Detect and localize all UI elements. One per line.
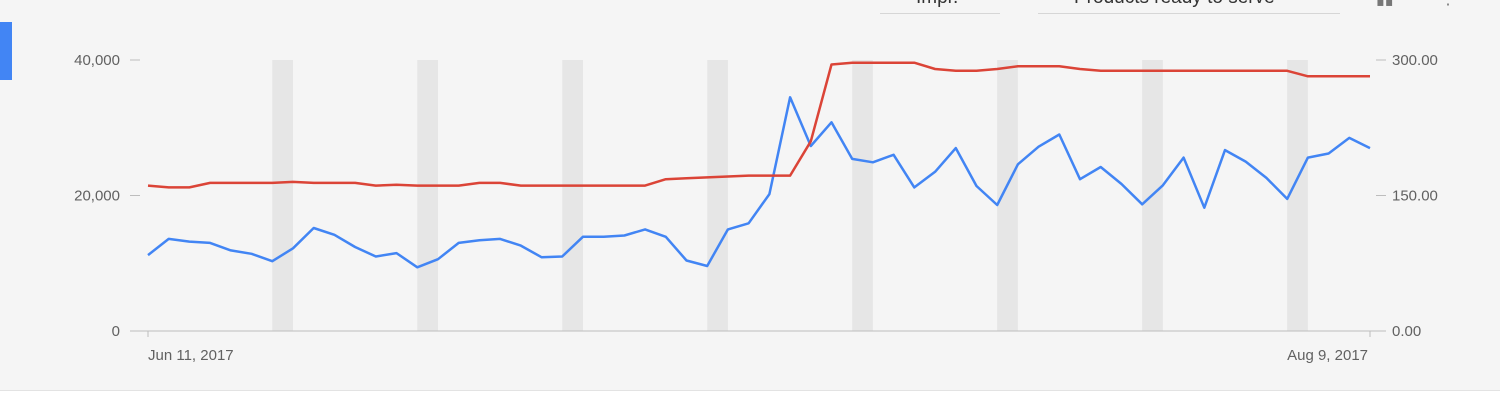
weekend-band: [1287, 60, 1308, 331]
weekend-band: [562, 60, 583, 331]
more-options-icon[interactable]: ⋮: [1440, 0, 1450, 6]
right-axis-ticks: 0.00 150.00 300.00: [1376, 52, 1438, 340]
weekend-band: [417, 60, 438, 331]
x-tick-label: Jun 11, 2017: [148, 347, 234, 364]
x-tick-label: Aug 9, 2017: [1287, 347, 1368, 364]
left-tick-label: 20,000: [74, 188, 120, 205]
left-tick-label: 0: [112, 323, 120, 340]
left-axis-ticks: 0 20,000 40,000: [74, 52, 140, 340]
right-tick-label: 0.00: [1392, 323, 1421, 340]
filter-dropdown[interactable]: Products ready to serve: [1038, 0, 1340, 14]
right-tick-label: 150.00: [1392, 188, 1438, 205]
weekend-band: [272, 60, 293, 331]
bottom-panel: [0, 390, 1500, 401]
filter-dropdown-label: Products ready to serve: [1074, 0, 1275, 9]
series-lines: [147, 61, 1371, 269]
metric-dropdown[interactable]: Impr.: [880, 0, 1000, 14]
chart-type-icon[interactable]: ▮▮: [1376, 0, 1398, 6]
x-axis-ticks: Jun 11, 2017 Aug 9, 2017: [148, 347, 1368, 364]
weekend-band: [852, 60, 873, 331]
right-tick-label: 300.00: [1392, 52, 1438, 69]
accent-tab-marker: [0, 22, 12, 80]
products-series-line: [147, 61, 1370, 189]
chart-axes: [130, 330, 1382, 337]
weekend-band: [707, 60, 728, 331]
left-tick-label: 40,000: [74, 52, 120, 69]
metric-dropdown-label: Impr.: [916, 0, 958, 9]
impressions-series-line: [147, 96, 1371, 269]
weekend-band: [997, 60, 1018, 331]
